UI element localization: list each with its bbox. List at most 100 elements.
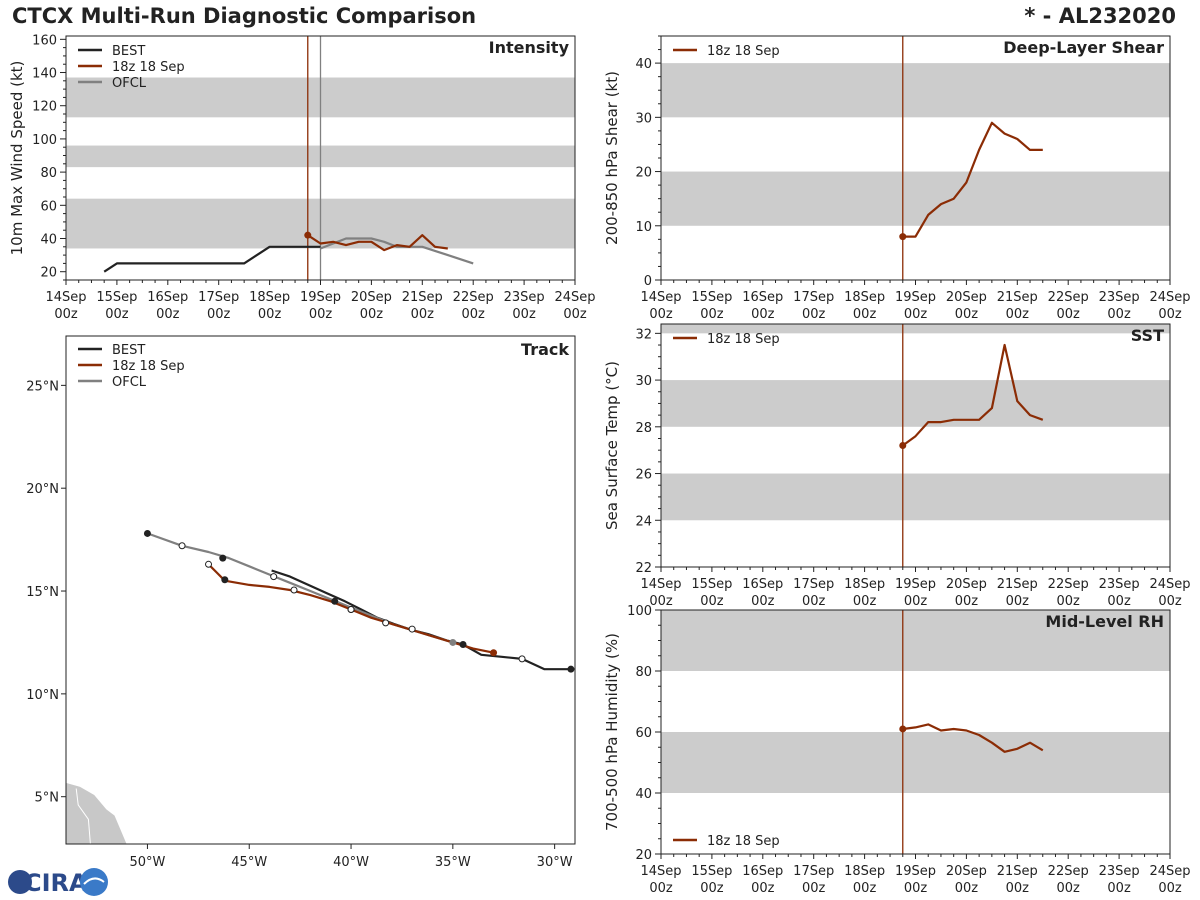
shear-xtick-label-hour: 00z bbox=[955, 307, 979, 322]
rh-band-0 bbox=[661, 732, 1170, 793]
track-ytick-label: 25°N bbox=[26, 379, 59, 394]
rh-ytick-label: 100 bbox=[627, 604, 652, 619]
track-panel-title: Track bbox=[521, 340, 569, 359]
intensity-xtick-label-hour: 00z bbox=[360, 307, 384, 322]
intensity-xtick-label-hour: 00z bbox=[512, 307, 536, 322]
intensity-xtick-label-day: 21Sep bbox=[402, 290, 443, 305]
sst-band-1 bbox=[661, 380, 1170, 427]
track-hollow-marker bbox=[290, 586, 298, 594]
intensity-xtick-label-hour: 00z bbox=[105, 307, 129, 322]
sst-xtick-label-hour: 00z bbox=[904, 594, 928, 609]
intensity-series-run bbox=[307, 234, 448, 252]
rh-plot-area bbox=[661, 610, 1170, 854]
shear-xtick-label-hour: 00z bbox=[1006, 307, 1030, 322]
shear-series-run bbox=[902, 121, 1043, 238]
shear-xtick-label-hour: 00z bbox=[1057, 307, 1081, 322]
track-ofcl-start-marker bbox=[449, 638, 457, 646]
track-legend-label: 18z 18 Sep bbox=[112, 359, 185, 374]
track-panel: 50°W 45°W 40°W 35°W 30°W 5°N 10°N 15°N 20°N 25°N T… bbox=[26, 335, 576, 870]
track-best-marker bbox=[459, 641, 467, 649]
track-hollow-marker bbox=[270, 573, 278, 581]
track-xtick-label: 40°W bbox=[333, 855, 369, 870]
land-mass bbox=[66, 781, 128, 844]
intensity-xtick-label-day: 14Sep bbox=[45, 290, 86, 305]
intensity-ytick-label: 120 bbox=[32, 100, 57, 115]
track-best-marker bbox=[567, 665, 575, 673]
sst-xtick-label-day: 22Sep bbox=[1048, 577, 1089, 592]
intensity-xtick-label-day: 19Sep bbox=[300, 290, 341, 305]
track-xtick-label: 30°W bbox=[537, 855, 573, 870]
sst-xtick-label-day: 16Sep bbox=[742, 577, 783, 592]
intensity-ylabel: 10m Max Wind Speed (kt) bbox=[8, 61, 26, 256]
track-hollow-marker bbox=[205, 560, 213, 568]
track-series-best bbox=[271, 569, 571, 671]
rh-series-start-marker bbox=[899, 725, 907, 733]
track-hollow-marker bbox=[178, 542, 186, 550]
shear-ytick-label: 30 bbox=[635, 111, 652, 126]
sst-xtick-label-day: 17Sep bbox=[793, 577, 834, 592]
sst-legend-label: 18z 18 Sep bbox=[707, 332, 780, 347]
intensity-xtick-label-day: 20Sep bbox=[351, 290, 392, 305]
shear-legend-label: 18z 18 Sep bbox=[707, 44, 780, 59]
sst-xtick-label-day: 15Sep bbox=[691, 577, 732, 592]
rh-panel: 20 40 60 80 100 14Sep 00z 15Sep 00z 16Sep 00z 17Sep… bbox=[603, 604, 1191, 896]
rh-xtick-label-day: 18Sep bbox=[844, 864, 885, 879]
intensity-xtick-label-hour: 00z bbox=[563, 307, 587, 322]
intensity-ytick-label: 20 bbox=[40, 266, 57, 281]
sst-xtick-label-hour: 00z bbox=[802, 594, 826, 609]
sst-ytick-label: 32 bbox=[635, 327, 652, 342]
intensity-legend-label: BEST bbox=[112, 44, 145, 59]
sst-ytick-label: 30 bbox=[635, 374, 652, 389]
intensity-xtick-label-day: 16Sep bbox=[147, 290, 188, 305]
rh-series-run bbox=[902, 723, 1044, 753]
shear-xtick-label-hour: 00z bbox=[853, 307, 877, 322]
rh-xtick-label-hour: 00z bbox=[904, 881, 928, 896]
rh-xtick-label-day: 22Sep bbox=[1048, 864, 1089, 879]
intensity-series-ofcl bbox=[320, 237, 474, 265]
track-best-marker bbox=[221, 576, 229, 584]
sst-series-start-marker bbox=[899, 442, 907, 449]
shear-panel-title: Deep-Layer Shear bbox=[1003, 38, 1164, 57]
shear-ytick-label: 10 bbox=[635, 220, 652, 235]
shear-plot-area bbox=[661, 36, 1170, 280]
intensity-xtick-label-day: 17Sep bbox=[198, 290, 239, 305]
storm-id-title: * - AL232020 bbox=[1024, 4, 1176, 28]
intensity-panel-title: Intensity bbox=[489, 38, 570, 57]
shear-xtick-label-hour: 00z bbox=[1158, 307, 1182, 322]
rh-xtick-label-hour: 00z bbox=[751, 881, 775, 896]
track-best-marker bbox=[143, 529, 151, 537]
track-series-ofcl bbox=[147, 532, 454, 644]
track-hollow-marker bbox=[408, 625, 416, 633]
sst-band-2 bbox=[661, 324, 1170, 334]
sst-xtick-label-day: 18Sep bbox=[844, 577, 885, 592]
rh-ytick-label: 40 bbox=[635, 787, 652, 802]
intensity-xtick-label-day: 24Sep bbox=[554, 290, 595, 305]
intensity-xtick-label-hour: 00z bbox=[411, 307, 435, 322]
intensity-xtick-label-day: 15Sep bbox=[96, 290, 137, 305]
intensity-xtick-label-hour: 00z bbox=[207, 307, 231, 322]
shear-ytick-label: 0 bbox=[644, 274, 652, 289]
intensity-legend-label: 18z 18 Sep bbox=[112, 60, 185, 75]
logo-globe-icon bbox=[8, 870, 32, 894]
track-hollow-marker bbox=[347, 606, 355, 614]
intensity-ytick-label: 100 bbox=[32, 133, 57, 148]
intensity-ytick-label: 40 bbox=[40, 233, 57, 248]
intensity-ytick-label: 60 bbox=[40, 199, 57, 214]
shear-xtick-label-day: 19Sep bbox=[895, 290, 936, 305]
intensity-plot-area bbox=[66, 36, 575, 280]
shear-xtick-label-day: 16Sep bbox=[742, 290, 783, 305]
track-xtick-label: 45°W bbox=[231, 855, 267, 870]
sst-panel-title: SST bbox=[1131, 326, 1164, 345]
track-ytick-label: 10°N bbox=[26, 688, 59, 703]
track-xtick-label: 35°W bbox=[435, 855, 471, 870]
shear-xtick-label-day: 22Sep bbox=[1048, 290, 1089, 305]
logo-text: CIRA bbox=[24, 869, 88, 897]
logo-badge-icon bbox=[80, 868, 108, 896]
sst-xtick-label-day: 14Sep bbox=[640, 577, 681, 592]
sst-xtick-label-day: 24Sep bbox=[1149, 577, 1190, 592]
rh-xtick-label-day: 19Sep bbox=[895, 864, 936, 879]
sst-xtick-label-hour: 00z bbox=[955, 594, 979, 609]
intensity-xtick-label-day: 18Sep bbox=[249, 290, 290, 305]
shear-xtick-label-day: 17Sep bbox=[793, 290, 834, 305]
intensity-ytick-label: 140 bbox=[32, 67, 57, 82]
